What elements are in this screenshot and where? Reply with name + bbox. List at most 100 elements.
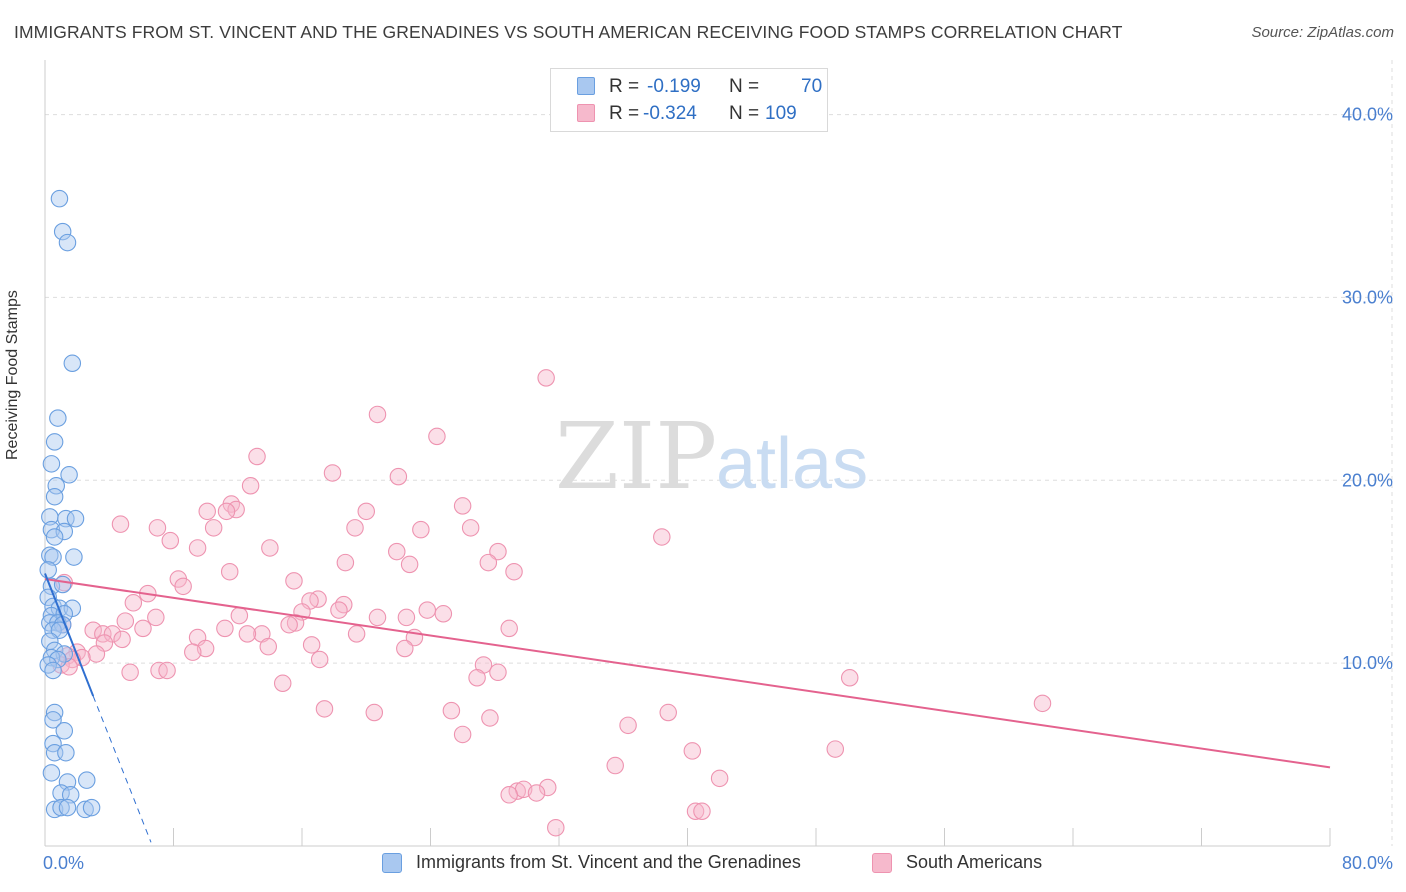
scatter-point xyxy=(57,509,75,528)
scatter-point xyxy=(39,561,57,579)
scatter-point xyxy=(44,621,62,639)
scatter-point xyxy=(418,601,437,619)
scatter-point xyxy=(184,643,202,661)
scatter-point xyxy=(389,467,408,486)
series-south-americans xyxy=(52,369,1052,837)
scatter-point xyxy=(315,700,334,718)
scatter-point xyxy=(45,433,64,451)
y-tick-label: 40.0% xyxy=(1342,105,1393,125)
scatter-point xyxy=(116,612,135,630)
legend-swatch-blue xyxy=(382,853,402,873)
scatter-point xyxy=(87,645,106,663)
scatter-point xyxy=(134,619,152,638)
scatter-point xyxy=(468,669,486,687)
y-tick-label: 20.0% xyxy=(1342,470,1393,490)
scatter-point xyxy=(39,656,57,674)
watermark: ZIP atlas xyxy=(555,403,868,510)
scatter-point xyxy=(686,802,705,821)
tick-labels: 10.0% 20.0% 30.0% 40.0% 0.0% 80.0% xyxy=(43,105,1393,873)
stats-row-blue: R = -0.199 N = 70 xyxy=(551,73,827,99)
scatter-point xyxy=(217,502,236,521)
scatter-point xyxy=(500,786,518,804)
scatter-point xyxy=(113,630,131,649)
scatter-point xyxy=(204,519,223,537)
scatter-point xyxy=(397,608,416,627)
stats-n-label: N = xyxy=(729,103,760,124)
scatter-point xyxy=(42,455,61,473)
scatter-point xyxy=(710,769,729,788)
scatter-point xyxy=(826,740,845,758)
scatter-point xyxy=(161,531,180,550)
scatter-point xyxy=(368,405,387,424)
stats-box: R = -0.199 N = 70 R = -0.324 N = 109 xyxy=(550,68,828,132)
scatter-point xyxy=(310,650,329,669)
trend-line-st-vincent-extension xyxy=(92,695,152,843)
scatter-point xyxy=(489,542,507,561)
scatter-point xyxy=(63,354,82,373)
scatter-point xyxy=(196,639,215,658)
scatter-point xyxy=(158,661,176,680)
scatter-point xyxy=(481,709,499,727)
stats-r-label: R = xyxy=(609,103,640,124)
scatter-point xyxy=(453,497,472,515)
scatter-point xyxy=(434,605,453,623)
series-st-vincent xyxy=(39,189,101,819)
legend-item-st-vincent: Immigrants from St. Vincent and the Gren… xyxy=(382,850,862,876)
scatter-point xyxy=(619,716,637,735)
scatter-point xyxy=(659,703,677,722)
stats-r-value: -0.324 xyxy=(643,103,697,124)
scatter-point xyxy=(1033,694,1052,713)
scatter-point xyxy=(693,802,711,821)
scatter-point xyxy=(365,703,384,722)
scatter-point xyxy=(78,771,96,789)
scatter-point xyxy=(547,818,565,837)
scatter-point xyxy=(335,595,353,614)
scatter-point xyxy=(346,519,364,537)
x-tick-label: 0.0% xyxy=(43,853,84,873)
scatter-point xyxy=(347,625,366,643)
scatter-point xyxy=(323,464,342,482)
stats-swatch-blue xyxy=(577,77,595,95)
scatter-point xyxy=(53,575,72,594)
scatter-point xyxy=(606,756,624,775)
scatter-point xyxy=(49,409,67,427)
stats-r-label: R = xyxy=(609,76,640,97)
scatter-point xyxy=(50,189,69,208)
scatter-point xyxy=(44,661,62,680)
scatter-point xyxy=(47,477,65,495)
scatter-point xyxy=(57,743,75,762)
scatter-point xyxy=(500,619,518,638)
scatter-point xyxy=(45,487,64,506)
scatter-point xyxy=(412,520,430,539)
scatter-point xyxy=(55,722,74,740)
scatter-point xyxy=(241,477,260,495)
legend-swatch-pink xyxy=(872,853,892,873)
stats-n-label: N = xyxy=(729,76,760,97)
scatter-point xyxy=(147,608,165,627)
source-label: Source: ZipAtlas.com xyxy=(1251,24,1394,41)
stats-swatch-pink xyxy=(577,104,595,122)
scatter-point xyxy=(198,502,216,521)
scatter-point xyxy=(66,509,85,528)
scatter-point xyxy=(302,636,321,654)
scatter-point xyxy=(840,669,859,687)
scatter-point xyxy=(230,606,249,625)
scatter-point xyxy=(52,798,70,817)
scatter-point xyxy=(216,619,234,638)
scatter-point xyxy=(286,614,305,632)
scatter-point xyxy=(505,562,523,581)
chart-title: IMMIGRANTS FROM ST. VINCENT AND THE GREN… xyxy=(14,22,1123,42)
scatter-point xyxy=(45,528,64,546)
legend-label: Immigrants from St. Vincent and the Gren… xyxy=(416,852,801,872)
scatter-point xyxy=(442,701,461,720)
scatter-point xyxy=(248,447,266,466)
scatter-point xyxy=(261,539,279,557)
scatter-point xyxy=(65,548,83,566)
scatter-point xyxy=(174,577,192,596)
legend-label: South Americans xyxy=(906,852,1043,872)
scatter-point xyxy=(336,553,355,572)
scatter-point xyxy=(42,764,61,782)
scatter-point xyxy=(400,555,419,574)
axes xyxy=(44,60,1331,847)
scatter-point xyxy=(148,519,167,537)
